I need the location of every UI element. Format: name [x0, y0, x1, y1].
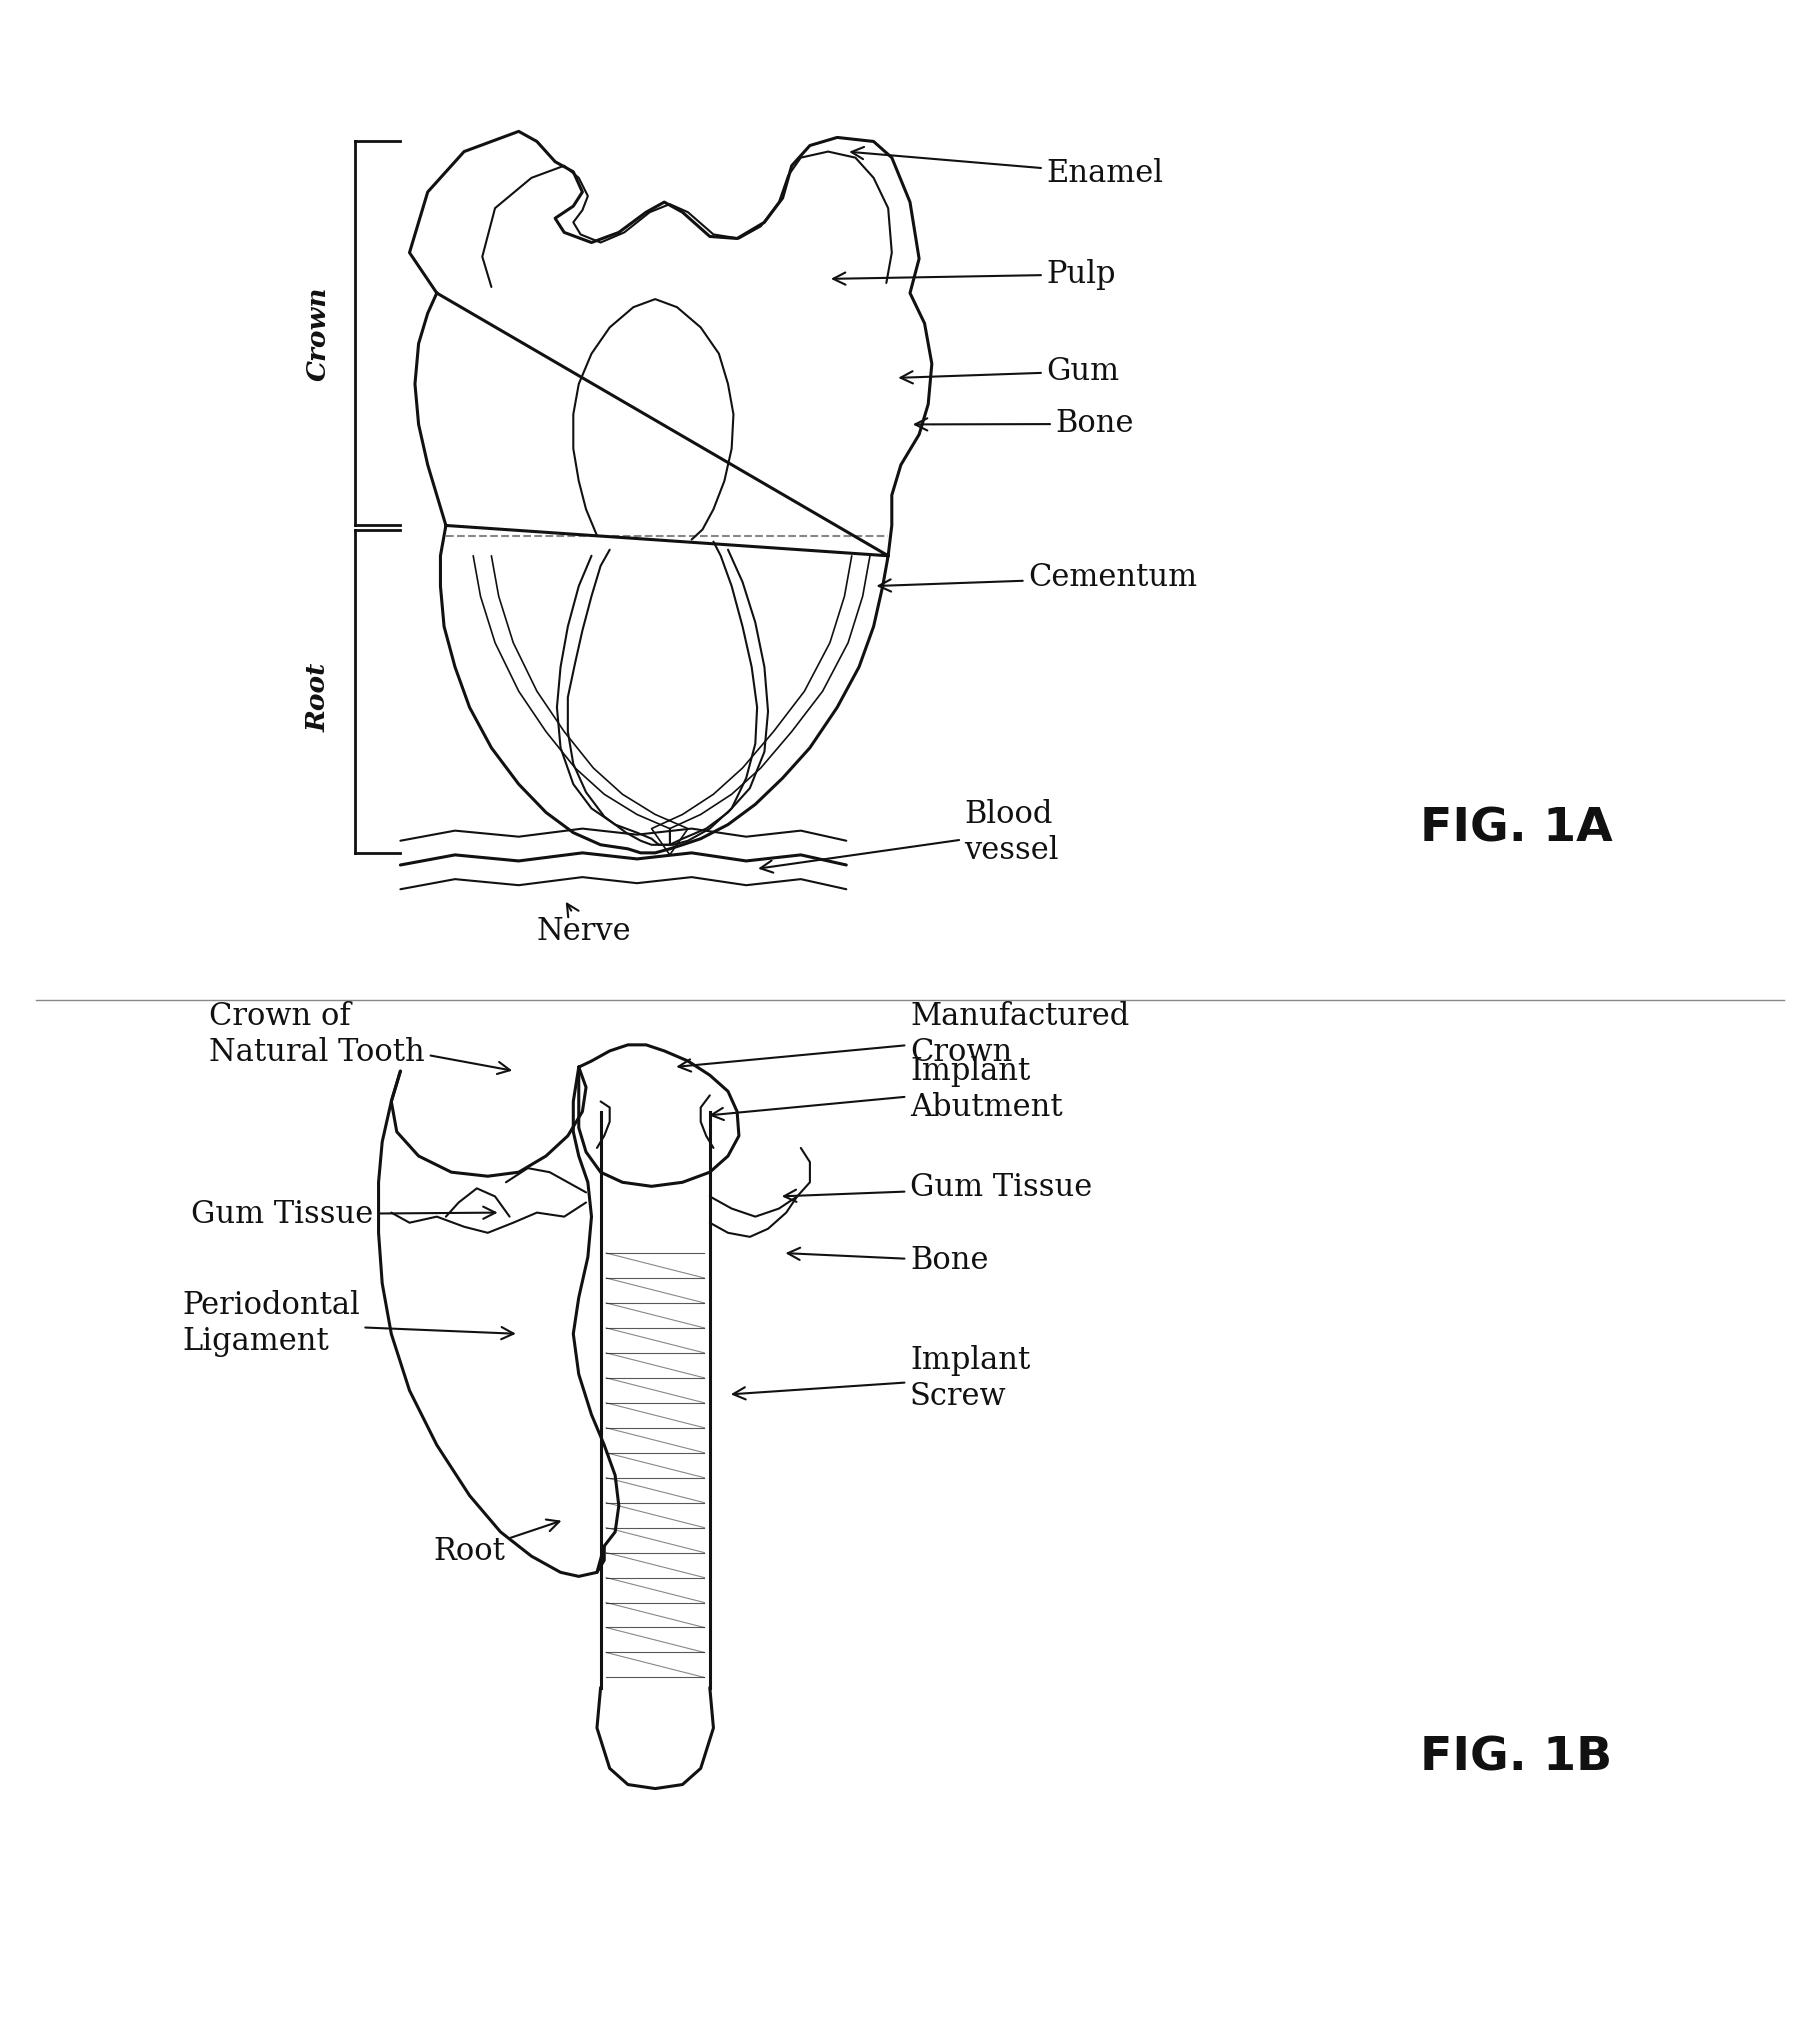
Text: Gum Tissue: Gum Tissue: [784, 1172, 1092, 1202]
Text: Implant
Abutment: Implant Abutment: [712, 1055, 1063, 1122]
Text: FIG. 1B: FIG. 1B: [1420, 1736, 1613, 1781]
Text: Crown of
Natural Tooth: Crown of Natural Tooth: [209, 1000, 510, 1073]
Text: Enamel: Enamel: [852, 148, 1163, 188]
Text: Root: Root: [306, 663, 331, 732]
Text: FIG. 1A: FIG. 1A: [1420, 806, 1613, 851]
Text: Pulp: Pulp: [834, 259, 1116, 289]
Text: Crown: Crown: [306, 287, 331, 380]
Text: Gum: Gum: [901, 356, 1119, 386]
Text: Root: Root: [433, 1520, 559, 1566]
Text: Gum Tissue: Gum Tissue: [191, 1198, 495, 1229]
Text: Blood
vessel: Blood vessel: [761, 798, 1059, 873]
Text: Implant
Screw: Implant Screw: [733, 1344, 1030, 1411]
Text: Bone: Bone: [788, 1245, 988, 1275]
Text: Manufactured
Crown: Manufactured Crown: [679, 1000, 1128, 1071]
Text: Cementum: Cementum: [879, 562, 1198, 592]
Text: Nerve: Nerve: [537, 903, 632, 946]
Text: Periodontal
Ligament: Periodontal Ligament: [182, 1289, 513, 1356]
Text: Bone: Bone: [915, 408, 1134, 439]
